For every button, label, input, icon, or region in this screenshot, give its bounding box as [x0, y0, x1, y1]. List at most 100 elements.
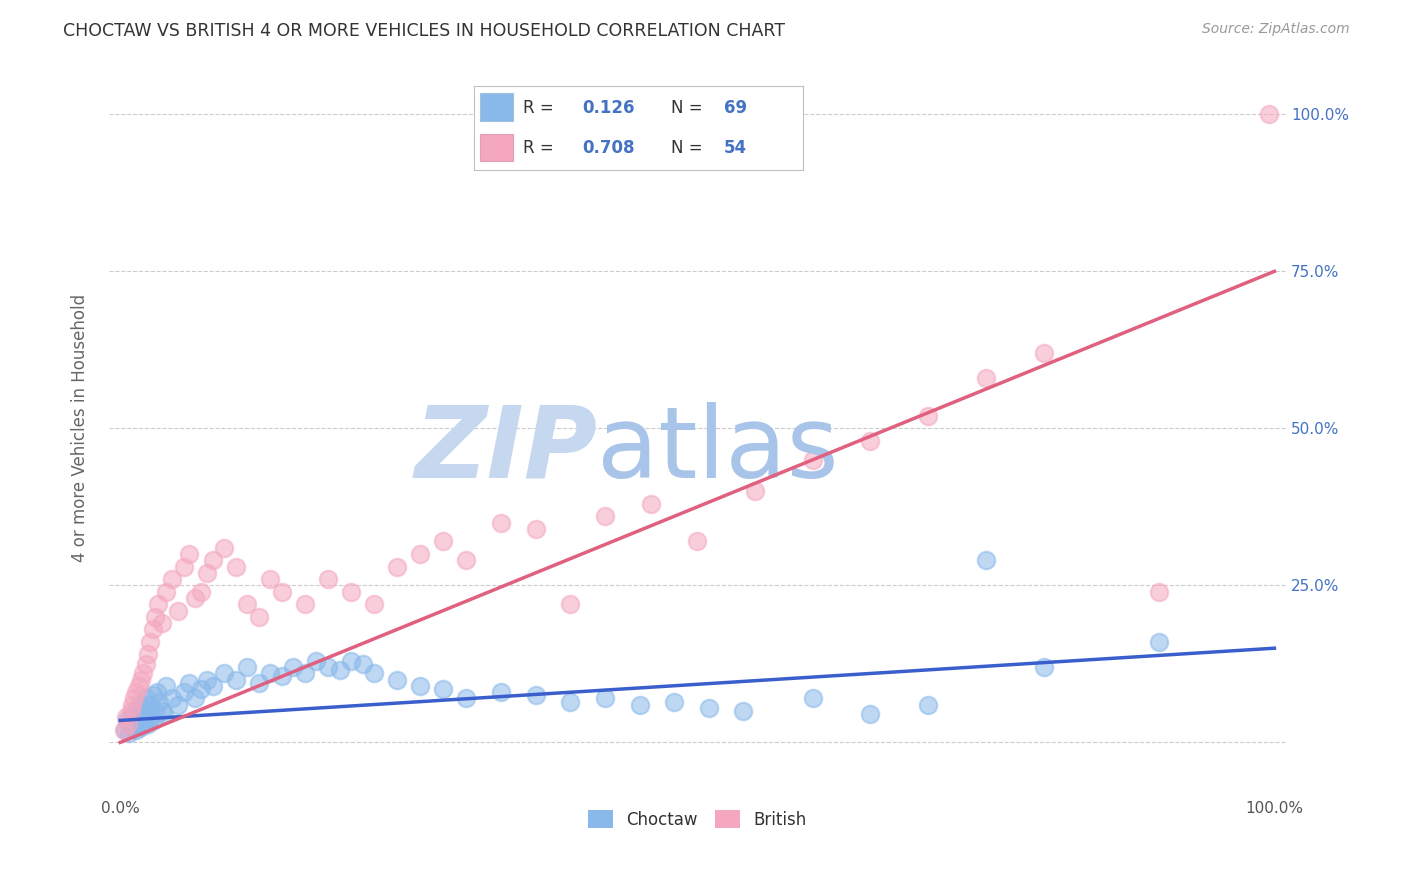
Point — [122, 691, 145, 706]
Point — [122, 720, 145, 734]
Point — [363, 666, 385, 681]
Point — [135, 691, 157, 706]
Point — [974, 553, 997, 567]
Point — [125, 685, 148, 699]
Point — [593, 509, 616, 524]
Point — [201, 679, 224, 693]
Point — [167, 698, 190, 712]
Point — [155, 584, 177, 599]
Point — [270, 584, 292, 599]
Point — [744, 484, 766, 499]
Point — [917, 409, 939, 423]
Point — [225, 673, 247, 687]
Y-axis label: 4 or more Vehicles in Household: 4 or more Vehicles in Household — [72, 294, 89, 563]
Point — [456, 553, 478, 567]
Point — [316, 572, 339, 586]
Point — [142, 714, 165, 728]
Point — [112, 723, 135, 737]
Point — [1257, 107, 1279, 121]
Point — [247, 675, 270, 690]
Point — [141, 623, 163, 637]
Point — [173, 559, 195, 574]
Point — [184, 691, 207, 706]
Point — [236, 660, 259, 674]
Point — [131, 710, 153, 724]
Point — [974, 371, 997, 385]
Point — [134, 716, 156, 731]
Point — [117, 716, 139, 731]
Text: atlas: atlas — [598, 401, 839, 499]
Point — [118, 726, 141, 740]
Point — [150, 616, 173, 631]
Point — [120, 704, 142, 718]
Point — [143, 609, 166, 624]
Point — [212, 541, 235, 555]
Point — [132, 701, 155, 715]
Point — [148, 695, 170, 709]
Point — [387, 559, 409, 574]
Point — [489, 685, 512, 699]
Point — [859, 434, 882, 448]
Point — [801, 691, 824, 706]
Point — [593, 691, 616, 706]
Point — [212, 666, 235, 681]
Point — [173, 685, 195, 699]
Point — [340, 584, 363, 599]
Point — [138, 698, 160, 712]
Point — [432, 681, 454, 696]
Point — [259, 572, 281, 586]
Point — [560, 695, 582, 709]
Point — [136, 716, 159, 731]
Point — [363, 597, 385, 611]
Point — [139, 704, 162, 718]
Point — [247, 609, 270, 624]
Point — [143, 704, 166, 718]
Point — [352, 657, 374, 671]
Point — [114, 723, 136, 737]
Point — [640, 497, 662, 511]
Point — [135, 657, 157, 671]
Point — [150, 704, 173, 718]
Point — [179, 675, 201, 690]
Point — [115, 714, 138, 728]
Point — [628, 698, 651, 712]
Point — [190, 584, 212, 599]
Point — [1147, 635, 1170, 649]
Point — [859, 707, 882, 722]
Point — [801, 452, 824, 467]
Point — [128, 679, 150, 693]
Point — [1032, 346, 1054, 360]
Point — [155, 679, 177, 693]
Point — [316, 660, 339, 674]
Point — [179, 547, 201, 561]
Point — [125, 723, 148, 737]
Point — [340, 654, 363, 668]
Point — [146, 685, 169, 699]
Point — [160, 691, 183, 706]
Point — [328, 663, 350, 677]
Point — [489, 516, 512, 530]
Point — [132, 666, 155, 681]
Point — [121, 710, 143, 724]
Point — [128, 714, 150, 728]
Point — [524, 522, 547, 536]
Point — [148, 597, 170, 611]
Point — [456, 691, 478, 706]
Point — [153, 707, 176, 722]
Point — [733, 704, 755, 718]
Point — [917, 698, 939, 712]
Point — [259, 666, 281, 681]
Point — [294, 597, 316, 611]
Legend: Choctaw, British: Choctaw, British — [582, 804, 813, 835]
Point — [524, 688, 547, 702]
Point — [135, 707, 157, 722]
Point — [225, 559, 247, 574]
Point — [129, 673, 152, 687]
Point — [294, 666, 316, 681]
Point — [195, 566, 218, 580]
Point — [560, 597, 582, 611]
Point — [124, 704, 146, 718]
Point — [127, 707, 149, 722]
Point — [409, 547, 432, 561]
Point — [141, 688, 163, 702]
